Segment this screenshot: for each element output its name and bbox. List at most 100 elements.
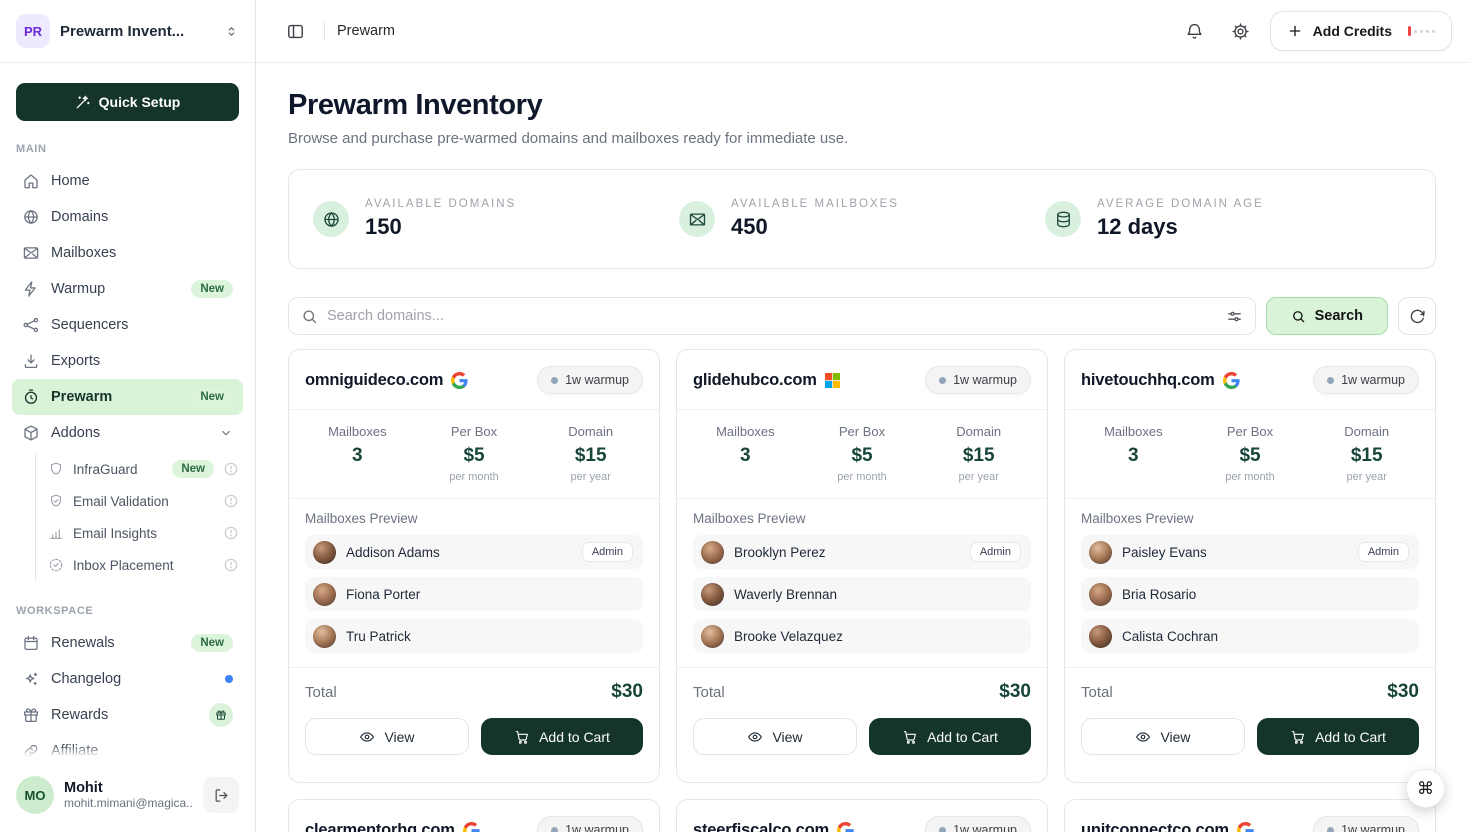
per-box-price: $5: [851, 445, 873, 466]
card-stats: Mailboxes 3 Per Box $5 per month Domain $15 p…: [289, 410, 659, 499]
card-stats: Mailboxes 3 Per Box $5 per month Domain $15 p…: [677, 410, 1047, 499]
timer-icon: [22, 388, 40, 406]
home-icon: [22, 172, 40, 190]
shield-check-icon: [48, 493, 64, 509]
sidebar-item-infraguard[interactable]: InfraGuard New: [42, 453, 245, 485]
domain-card: glidehubco.com 1w warmup Mailboxes 3 Per …: [676, 349, 1048, 783]
filters-icon[interactable]: [1226, 308, 1243, 325]
page-content: Prewarm Inventory Browse and purchase pr…: [256, 63, 1470, 832]
stat-label: Domain: [568, 424, 614, 439]
domain-price: $15: [1350, 445, 1383, 466]
sidebar-item-label: Mailboxes: [51, 245, 117, 261]
domain-card: unitconnectco.com 1w warmup: [1064, 799, 1436, 832]
sidebar-item-exports[interactable]: Exports: [12, 343, 243, 379]
preview-label: Mailboxes Preview: [305, 511, 418, 526]
mailbox-row: Brooklyn Perez Admin: [693, 535, 1031, 569]
sidebar-item-renewals[interactable]: Renewals New: [12, 625, 243, 661]
domain-name: unitconnectco.com: [1081, 820, 1229, 832]
chevron-down-icon: [219, 426, 233, 440]
workspace-switcher[interactable]: PR Prewarm Invent...: [0, 0, 255, 63]
sidebar: PR Prewarm Invent... Quick Setup MAIN Ho…: [0, 0, 256, 832]
mailbox-name: Calista Cochran: [1122, 628, 1219, 644]
command-fab-button[interactable]: ⌘: [1406, 769, 1445, 808]
sidebar-item-sequencers[interactable]: Sequencers: [12, 307, 243, 343]
google-icon: [1236, 821, 1254, 832]
view-button[interactable]: View: [1081, 718, 1245, 755]
total-label: Total: [305, 683, 337, 701]
stat-label: AVAILABLE MAILBOXES: [731, 198, 899, 210]
search-button[interactable]: Search: [1265, 297, 1388, 335]
mailboxes-count: 3: [1128, 445, 1139, 466]
user-footer[interactable]: MO Mohit mohit.mimani@magica...: [0, 744, 255, 832]
total-value: $30: [1387, 681, 1419, 702]
sidebar-item-domains[interactable]: Domains: [12, 199, 243, 235]
per-box-price: $5: [1239, 445, 1261, 466]
card-actions: View Add to Cart: [1065, 716, 1435, 771]
mailbox-row: Waverly Brennan: [693, 577, 1031, 611]
search-icon: [301, 308, 318, 325]
sidebar-item-email-validation[interactable]: Email Validation: [42, 485, 245, 517]
credits-meter: [1408, 26, 1435, 36]
status-dot: [551, 376, 559, 384]
stat-label: Mailboxes: [328, 424, 387, 439]
info-icon[interactable]: [223, 461, 239, 477]
add-credits-button[interactable]: Add Credits: [1269, 11, 1452, 51]
add-to-cart-button[interactable]: Add to Cart: [481, 718, 643, 755]
quick-setup-label: Quick Setup: [98, 94, 181, 110]
stat-label: Per Box: [450, 424, 498, 439]
view-button[interactable]: View: [693, 718, 857, 755]
notifications-button[interactable]: [1178, 14, 1212, 48]
bell-icon: [1185, 22, 1204, 41]
domain-price: $15: [962, 445, 995, 466]
info-icon[interactable]: [223, 557, 239, 573]
calendar-icon: [22, 634, 40, 652]
sidebar-item-home[interactable]: Home: [12, 163, 243, 199]
info-icon[interactable]: [223, 493, 239, 509]
stat-label: AVAILABLE DOMAINS: [365, 198, 517, 210]
price-period: per month: [1225, 471, 1275, 483]
domain-name: steerfiscalco.com: [693, 820, 830, 832]
avatar: [1089, 540, 1112, 564]
add-to-cart-button[interactable]: Add to Cart: [869, 718, 1031, 755]
total-row: Total $30: [289, 668, 659, 716]
preview-label: Mailboxes Preview: [693, 511, 806, 526]
sidebar-item-inbox-placement[interactable]: Inbox Placement: [42, 549, 245, 581]
info-icon[interactable]: [223, 525, 239, 541]
total-row: Total $30: [677, 668, 1047, 716]
domain-card: omniguideco.com 1w warmup Mailboxes 3 Per…: [288, 349, 660, 783]
avatar: [701, 540, 724, 564]
settings-button[interactable]: [1224, 14, 1258, 48]
search-input[interactable]: [327, 308, 1217, 324]
page-title: Prewarm Inventory: [288, 89, 543, 121]
sidebar-item-label: Email Validation: [73, 493, 169, 509]
bar-chart-icon: [48, 525, 64, 541]
add-to-cart-button[interactable]: Add to Cart: [1257, 718, 1419, 755]
refresh-button[interactable]: [1398, 297, 1436, 335]
gear-icon: [1231, 22, 1250, 41]
mailboxes-count: 3: [740, 445, 751, 466]
gift-reward-icon: [209, 703, 233, 727]
domain-card: hivetouchhq.com 1w warmup Mailboxes 3 Per…: [1064, 349, 1436, 783]
sidebar-item-rewards[interactable]: Rewards: [12, 697, 243, 733]
sidebar-item-warmup[interactable]: Warmup New: [12, 271, 243, 307]
sidebar-item-prewarm[interactable]: Prewarm New: [12, 379, 243, 415]
domain-name: omniguideco.com: [305, 370, 444, 389]
logout-button[interactable]: [203, 777, 239, 813]
sidebar-item-mailboxes[interactable]: Mailboxes: [12, 235, 243, 271]
quick-setup-button[interactable]: Quick Setup: [16, 83, 239, 121]
admin-badge: Admin: [1357, 542, 1409, 562]
eye-icon: [747, 729, 763, 745]
plus-icon: [1287, 23, 1303, 39]
google-icon: [451, 371, 468, 389]
sidebar-item-email-insights[interactable]: Email Insights: [42, 517, 245, 549]
total-row: Total $30: [1065, 668, 1435, 716]
new-badge: New: [191, 280, 233, 298]
sidebar-toggle-button[interactable]: [278, 14, 312, 48]
sidebar-item-changelog[interactable]: Changelog: [12, 661, 243, 697]
card-header: glidehubco.com 1w warmup: [677, 350, 1047, 410]
view-button[interactable]: View: [305, 718, 469, 755]
logout-icon: [213, 787, 230, 804]
cart-icon: [1290, 729, 1306, 745]
sidebar-item-addons[interactable]: Addons: [12, 415, 243, 451]
sidebar-item-label: Changelog: [51, 671, 122, 687]
